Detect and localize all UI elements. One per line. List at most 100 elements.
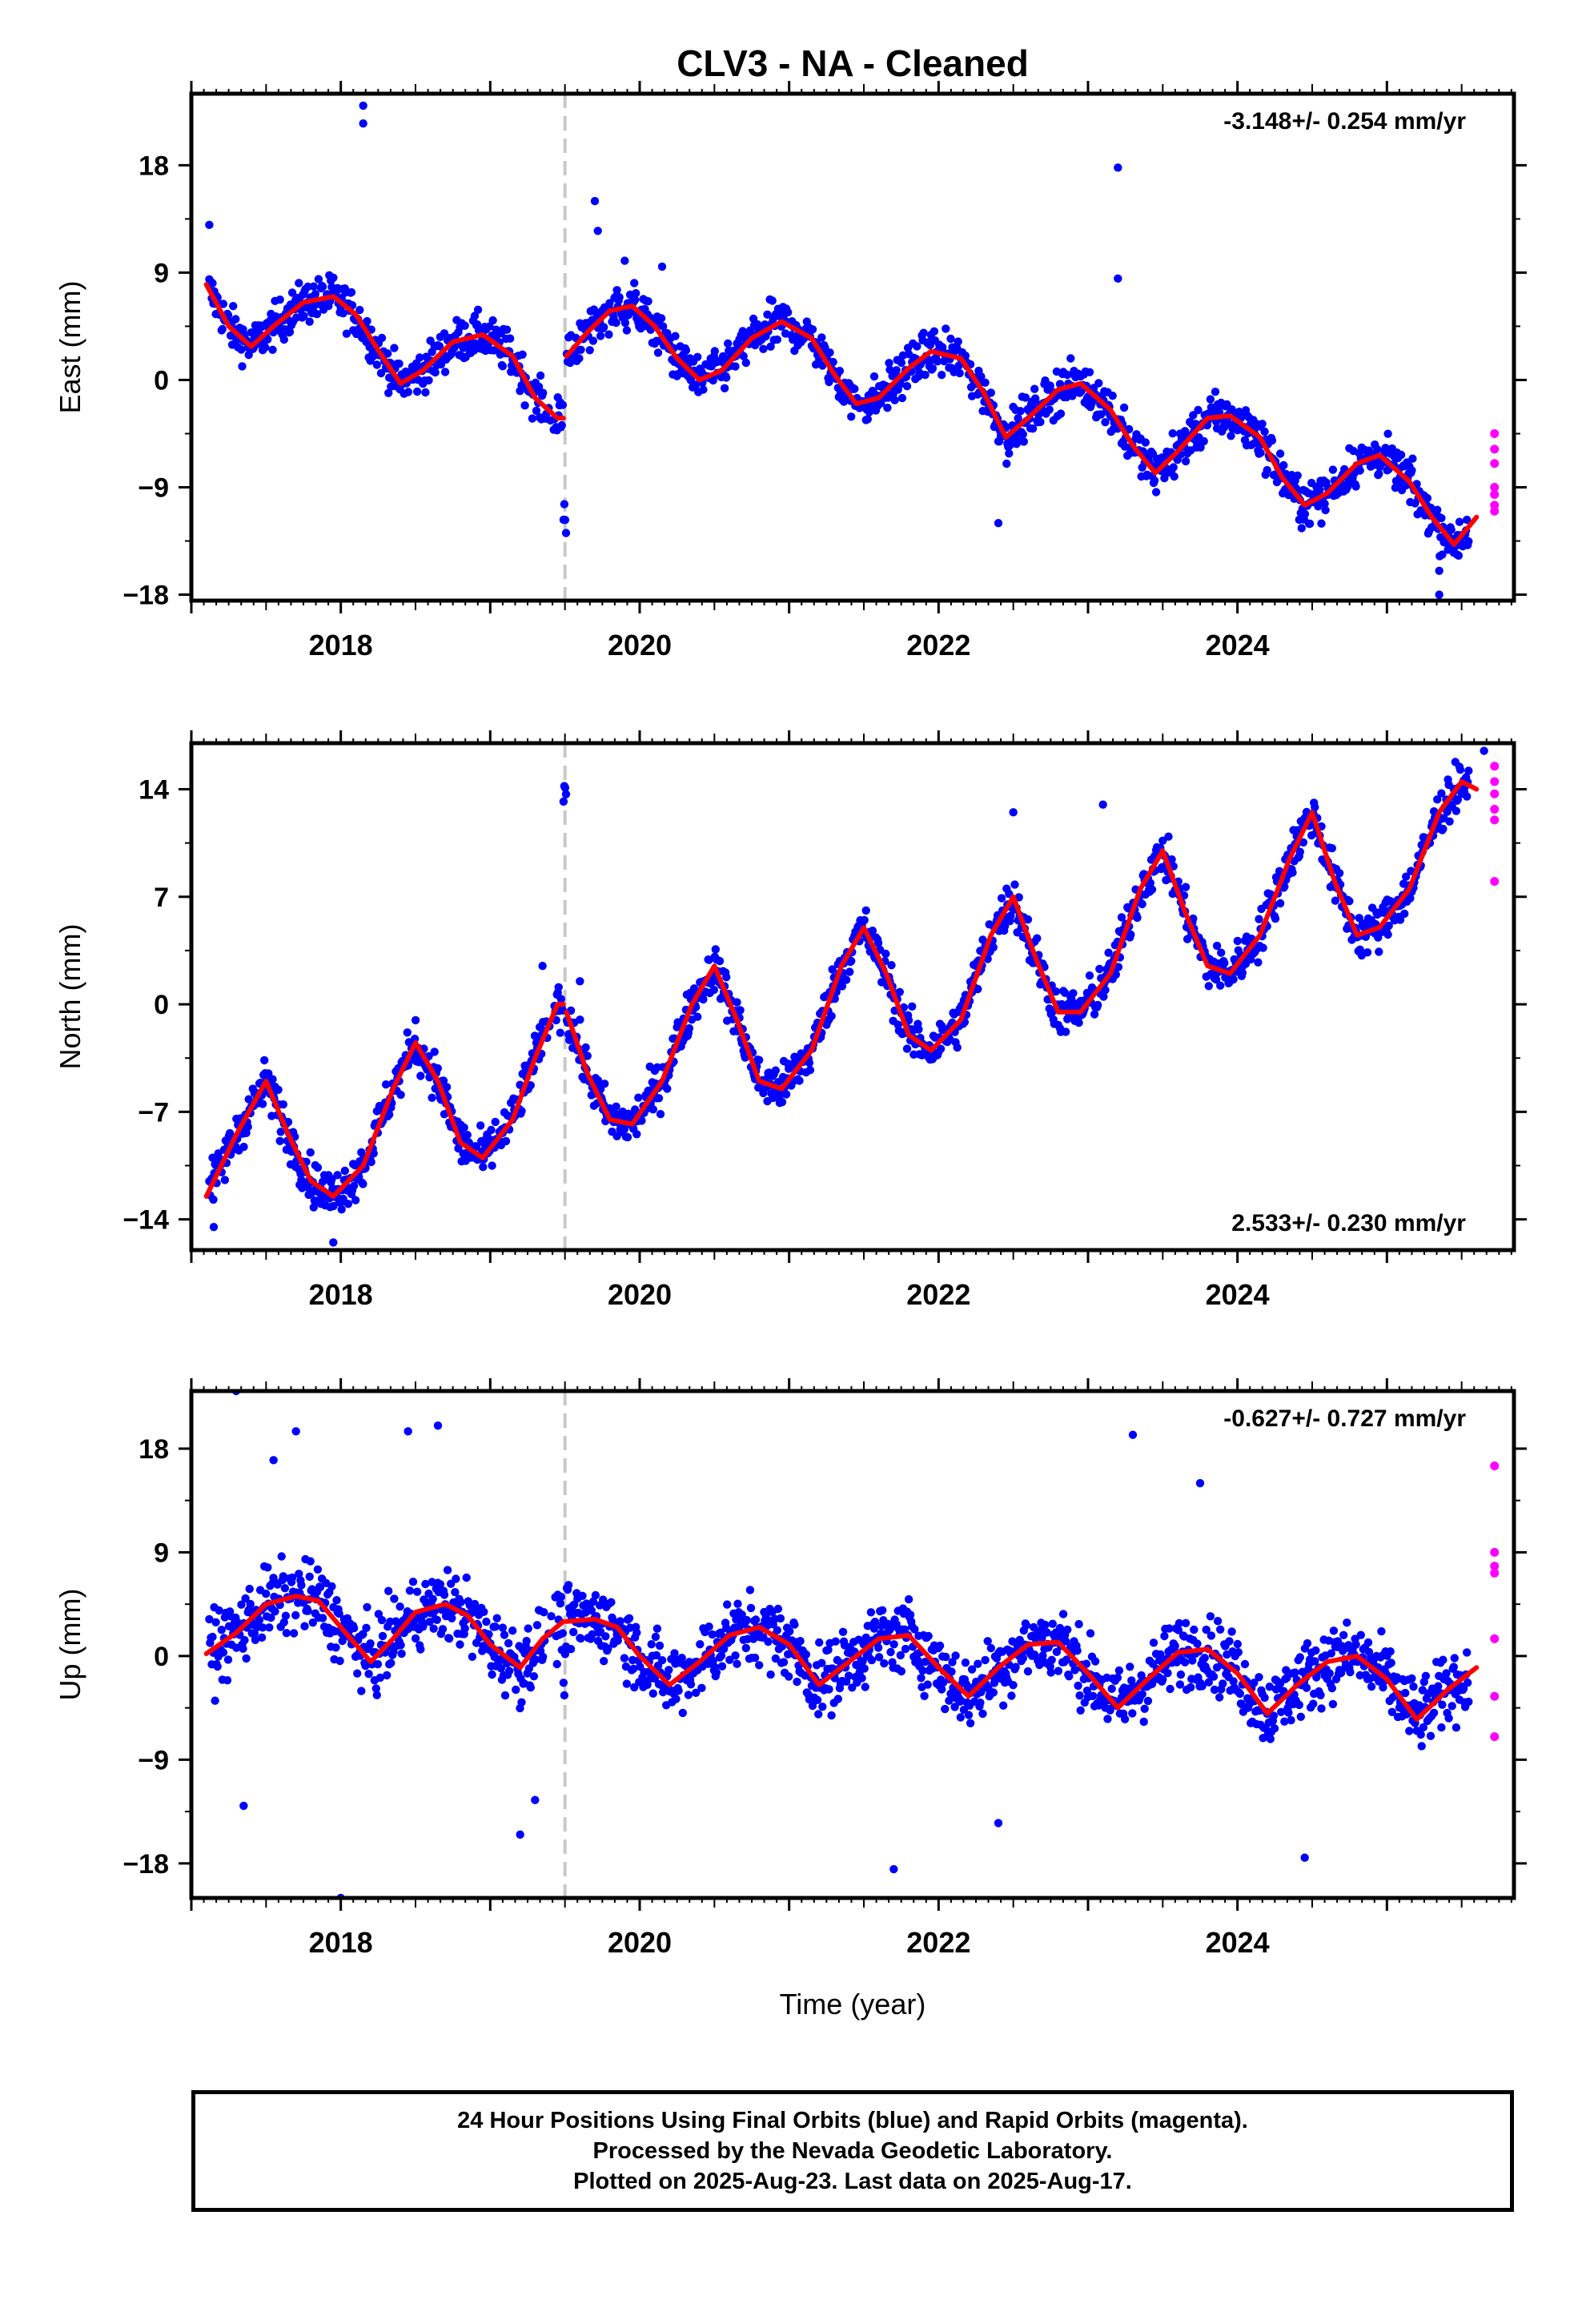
up-point — [966, 1719, 975, 1727]
up-point — [378, 1631, 387, 1641]
north-point — [736, 1006, 745, 1015]
east-point — [588, 336, 598, 345]
north-rate-annotation: 2.533+/- 0.230 mm/yr — [1231, 1210, 1466, 1236]
up-point — [743, 1634, 753, 1643]
north-point — [381, 1080, 391, 1089]
up-rapid-orbit-point — [1490, 1562, 1500, 1571]
east-point — [1168, 429, 1177, 438]
up-point — [363, 1602, 371, 1612]
east-point — [231, 315, 240, 324]
east-point — [416, 353, 424, 362]
north-point — [559, 797, 568, 806]
east-point — [1328, 465, 1338, 474]
east-point — [692, 380, 701, 389]
north-point — [841, 975, 851, 984]
up-point — [1174, 1618, 1184, 1628]
north-point — [1400, 909, 1409, 919]
up-point — [1065, 1672, 1074, 1681]
east-point — [528, 414, 537, 423]
up-point — [219, 1648, 228, 1657]
north-point — [974, 984, 982, 994]
north-point — [351, 1196, 360, 1204]
up-point — [560, 1650, 570, 1659]
east-point — [390, 344, 399, 352]
north-point — [244, 1095, 253, 1104]
up-point — [1421, 1671, 1431, 1680]
up-point — [359, 1630, 367, 1638]
east-point — [942, 324, 950, 333]
up-point — [857, 1674, 866, 1683]
up-frame — [189, 1389, 1516, 1900]
north-point — [914, 1025, 923, 1034]
up-point — [1210, 1685, 1219, 1695]
up-point — [387, 1659, 396, 1667]
up-point — [745, 1586, 755, 1594]
north-point — [1259, 943, 1267, 952]
north-point — [634, 1093, 643, 1102]
up-point — [1188, 1656, 1197, 1665]
up-point — [801, 1650, 810, 1659]
up-point — [827, 1711, 836, 1720]
up-point — [622, 1679, 632, 1688]
north-point — [1463, 792, 1472, 801]
east-point — [1438, 550, 1447, 559]
east-ytick-label: −9 — [138, 473, 169, 504]
up-point — [416, 1645, 425, 1654]
up-point — [480, 1607, 488, 1617]
north-point — [416, 1072, 425, 1080]
east-point — [311, 290, 319, 299]
up-point — [452, 1574, 460, 1583]
up-point — [1076, 1706, 1085, 1715]
east-point — [229, 302, 238, 311]
up-point — [335, 1656, 344, 1666]
north-point — [648, 1105, 657, 1114]
up-point — [396, 1602, 404, 1611]
north-point — [1452, 806, 1461, 815]
up-point — [873, 1643, 883, 1652]
north-point — [795, 1076, 804, 1085]
up-point — [880, 1659, 889, 1668]
east-point — [644, 297, 652, 306]
up-point — [313, 1565, 323, 1574]
east-point — [731, 362, 740, 371]
up-point — [566, 1645, 576, 1654]
east-point — [585, 346, 594, 355]
up-point — [986, 1643, 996, 1653]
up-point — [1202, 1625, 1211, 1634]
up-point — [976, 1699, 985, 1707]
east-point — [630, 279, 639, 287]
north-point — [1355, 914, 1363, 923]
up-point — [950, 1703, 959, 1711]
east-point — [299, 312, 308, 320]
up-point — [213, 1662, 222, 1671]
north-point — [715, 956, 725, 966]
up-point — [1054, 1667, 1063, 1675]
up-outlier-point — [1128, 1430, 1138, 1439]
north-point — [306, 1148, 315, 1157]
north-point — [1062, 1027, 1070, 1036]
up-point — [1062, 1637, 1070, 1646]
north-point — [1220, 959, 1229, 967]
up-point — [1022, 1621, 1031, 1630]
up-point — [576, 1634, 585, 1643]
up-point — [1166, 1684, 1174, 1694]
up-point — [1207, 1631, 1216, 1640]
up-point — [375, 1673, 385, 1683]
up-point — [482, 1617, 491, 1626]
east-point — [1041, 376, 1050, 385]
up-point — [818, 1703, 827, 1711]
east-ytick-label: 9 — [154, 258, 169, 288]
east-point — [1031, 394, 1040, 403]
up-point — [1363, 1638, 1373, 1647]
east-rapid-orbit-point — [1490, 459, 1500, 468]
east-point — [1454, 551, 1464, 560]
up-point — [255, 1615, 264, 1625]
east-point — [615, 293, 624, 302]
north-point — [476, 1121, 485, 1130]
up-point — [353, 1669, 362, 1678]
east-point — [1196, 443, 1205, 452]
up-point — [920, 1691, 929, 1700]
up-point — [866, 1608, 876, 1617]
up-point — [737, 1610, 746, 1619]
east-point — [520, 401, 529, 410]
